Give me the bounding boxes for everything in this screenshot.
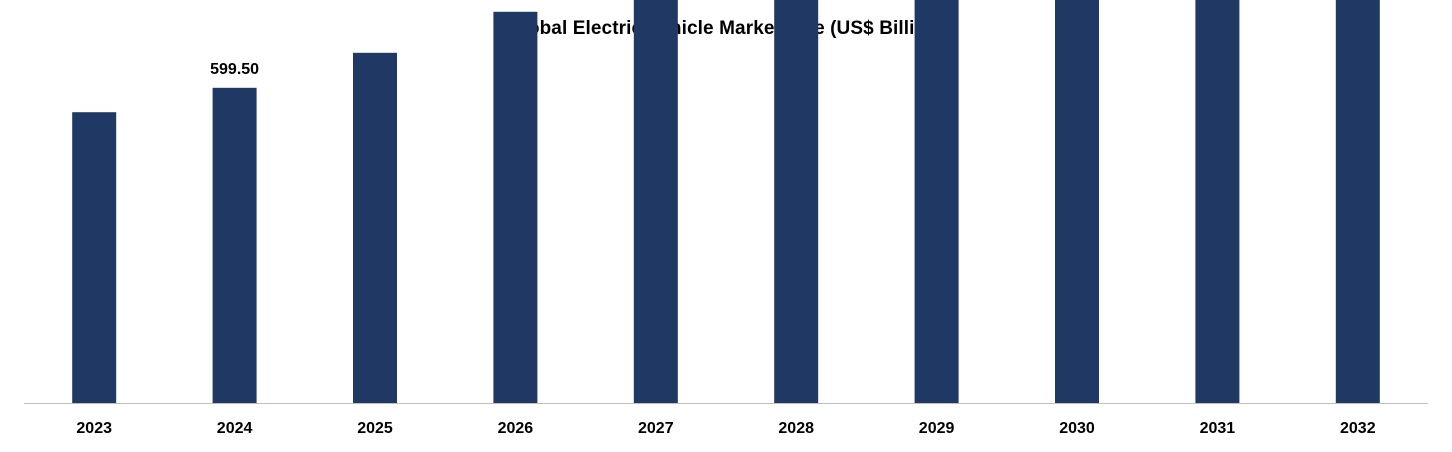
x-tick-label-2031: 2031 [1200,420,1236,437]
x-tick-label-2029: 2029 [919,420,955,437]
data-label-2024: 599.50 [210,61,259,78]
x-tick-label-2032: 2032 [1340,420,1376,437]
x-tick-label-2024: 2024 [217,420,253,437]
bar-2027 [633,0,678,404]
bar-2031 [1195,0,1240,404]
x-tick-label-2026: 2026 [498,420,534,437]
bar-2032 [1335,0,1380,403]
bar-2028 [774,0,819,403]
bar-2024 [212,87,257,404]
bar-2026 [493,11,538,404]
x-tick-label-2030: 2030 [1059,420,1095,437]
x-tick-label-2025: 2025 [357,420,393,437]
bar-2029 [914,0,959,404]
x-tick-label-2027: 2027 [638,420,674,437]
bar-2025 [353,52,397,404]
x-tick-label-2028: 2028 [778,420,814,437]
chart-title: Global Electric Vehicle Market Size (US$… [507,18,945,39]
bars-layer [72,0,1380,404]
bar-2030 [1055,0,1099,403]
x-tick-label-2023: 2023 [76,420,112,437]
bar-2023 [72,112,117,403]
labels-layer: 2023 2024 599.50 2025 2026 2027 2028 2029 2030 20… [76,61,1376,437]
